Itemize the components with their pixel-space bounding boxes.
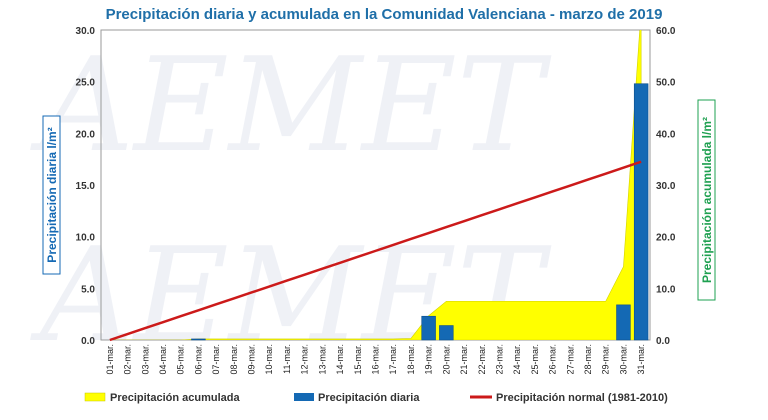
legend-label-accumulated: Precipitación acumulada — [110, 392, 240, 404]
x-tick-label: 27-mar. — [565, 344, 575, 375]
legend-label-daily: Precipitación diaria — [318, 392, 420, 404]
left-tick-label: 15.0 — [76, 181, 96, 192]
x-tick-label: 18-mar. — [406, 344, 416, 375]
daily-bar — [191, 338, 206, 341]
x-tick-label: 15-mar. — [353, 344, 363, 375]
right-tick-label: 20.0 — [656, 233, 676, 244]
right-tick-label: 50.0 — [656, 78, 676, 89]
x-tick-label: 26-mar. — [548, 344, 558, 375]
right-axis-title-box — [697, 99, 716, 301]
daily-bar — [633, 83, 649, 341]
x-tick-label: 13-mar. — [317, 344, 327, 375]
svg-text:AEMET: AEMET — [30, 29, 552, 181]
right-tick-label: 10.0 — [656, 284, 676, 295]
legend-swatch-daily — [294, 393, 314, 401]
x-tick-label: 23-mar. — [494, 344, 504, 375]
x-tick-label: 11-mar. — [282, 344, 292, 374]
legend-swatch-accumulated — [84, 392, 106, 402]
legend: Precipitación acumulada Precipitación di… — [84, 392, 668, 404]
legend-label-normal: Precipitación normal (1981-2010) — [496, 392, 668, 404]
left-tick-label: 10.0 — [76, 233, 96, 244]
x-axis-ticks: 01-mar. 02-mar. 03-mar. 04-mar. 05-mar. 06-ma… — [105, 344, 646, 375]
x-tick-label: 14-mar. — [335, 344, 345, 375]
x-tick-label: 24-mar. — [512, 344, 522, 375]
daily-bar — [421, 315, 436, 341]
x-tick-label: 28-mar. — [583, 344, 593, 375]
x-tick-label: 08-mar. — [229, 344, 239, 375]
x-tick-label: 09-mar. — [247, 344, 257, 375]
x-tick-label: 17-mar. — [388, 344, 398, 375]
right-axis-title: Precipitación acumulada l/m² — [700, 117, 714, 283]
x-tick-label: 04-mar. — [158, 344, 168, 375]
left-tick-label: 25.0 — [76, 78, 96, 89]
x-tick-label: 20-mar. — [441, 344, 451, 375]
daily-bar-layer — [191, 83, 649, 341]
x-tick-label: 22-mar. — [477, 344, 487, 375]
svg-text:AEMET: AEMET — [30, 219, 552, 371]
x-tick-label: 21-mar. — [459, 344, 469, 375]
left-tick-label: 0.0 — [81, 336, 95, 347]
x-tick-label: 10-mar. — [264, 344, 274, 375]
x-tick-label: 16-mar. — [371, 344, 381, 375]
left-tick-label: 5.0 — [81, 284, 95, 295]
right-tick-label: 60.0 — [656, 26, 676, 37]
left-tick-label: 30.0 — [76, 26, 96, 37]
left-tick-label: 20.0 — [76, 129, 96, 140]
right-axis-ticks: 0.0 10.0 20.0 30.0 40.0 50.0 60.0 — [656, 26, 676, 347]
x-tick-label: 02-mar. — [123, 344, 133, 375]
normal-line-layer — [109, 160, 642, 342]
normal-line — [109, 160, 642, 342]
x-tick-label: 19-mar. — [424, 344, 434, 375]
right-tick-label: 30.0 — [656, 181, 676, 192]
x-tick-label: 07-mar. — [211, 344, 221, 375]
left-axis-ticks: 0.0 5.0 10.0 15.0 20.0 25.0 30.0 — [76, 26, 96, 347]
left-axis-title-box — [42, 115, 61, 275]
x-tick-label: 01-mar. — [105, 344, 115, 375]
x-tick-label: 25-mar. — [530, 344, 540, 375]
x-tick-label: 29-mar. — [601, 344, 611, 375]
right-tick-label: 0.0 — [656, 336, 670, 347]
x-tick-label: 06-mar. — [193, 344, 203, 375]
daily-bar — [616, 304, 631, 341]
daily-bar — [439, 325, 454, 341]
x-tick-label: 30-mar. — [618, 344, 628, 375]
x-tick-label: 03-mar. — [140, 344, 150, 375]
left-axis-title: Precipitación diaria l/m² — [45, 127, 59, 262]
watermark: AEMET AEMET — [30, 29, 552, 371]
right-tick-label: 40.0 — [656, 129, 676, 140]
x-tick-label: 31-mar. — [636, 344, 646, 375]
chart-title: Precipitación diaria y acumulada en la C… — [106, 6, 663, 23]
x-tick-label: 05-mar. — [176, 344, 186, 375]
x-tick-label: 12-mar. — [300, 344, 310, 375]
